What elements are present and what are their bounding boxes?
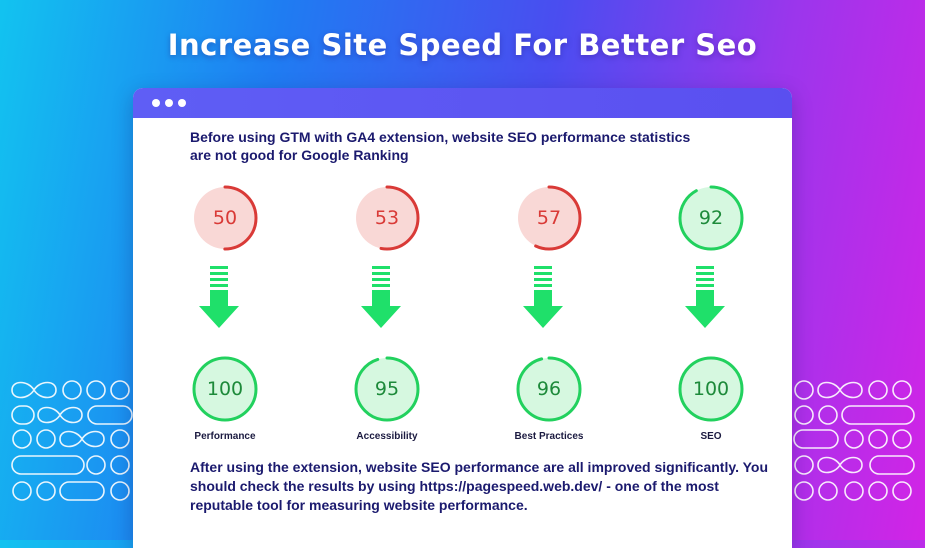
headline: Increase Site Speed For Better Seo — [167, 28, 758, 62]
after-score-value: 100 — [206, 378, 244, 400]
metric-label: Accessibility — [356, 431, 418, 442]
metric-label: Best Practices — [514, 431, 584, 442]
down-arrow-icon — [523, 266, 563, 328]
after-score-value: 100 — [692, 378, 730, 400]
browser-window: Before using GTM with GA4 extension, web… — [133, 88, 792, 548]
before-score-value: 53 — [374, 207, 400, 229]
after-score-value: 95 — [374, 378, 400, 400]
metric-label: Performance — [194, 431, 256, 442]
down-arrow-icon — [199, 266, 239, 328]
intro-text: Before using GTM with GA4 extension, web… — [190, 129, 691, 163]
after-score-value: 96 — [536, 378, 562, 400]
window-dots-icon — [152, 99, 160, 107]
after-score-gauge: 95 — [353, 355, 421, 423]
infinity-pattern-icon — [793, 380, 915, 501]
down-arrow-icon — [685, 266, 725, 328]
before-score-gauge: 53 — [353, 184, 421, 252]
metric-label: SEO — [700, 431, 722, 442]
before-score-value: 50 — [212, 207, 238, 229]
metric-column-accessibility: 53 95 Accessibility — [347, 184, 427, 442]
metric-column-performance: 50 100 Performance — [185, 184, 265, 442]
after-score-gauge: 100 — [677, 355, 745, 423]
before-score-gauge: 57 — [515, 184, 583, 252]
infinity-pattern-icon — [11, 380, 133, 501]
before-score-value: 92 — [698, 207, 724, 229]
before-score-value: 57 — [536, 207, 562, 229]
after-score-gauge: 100 — [191, 355, 259, 423]
metric-column-best-practices: 57 96 Best Practices — [509, 184, 589, 442]
before-score-gauge: 92 — [677, 184, 745, 252]
metric-column-seo: 92 100 SEO — [671, 184, 751, 442]
down-arrow-icon — [361, 266, 401, 328]
before-score-gauge: 50 — [191, 184, 259, 252]
outro-text: After using the extension, website SEO p… — [190, 459, 769, 513]
window-titlebar — [133, 88, 792, 118]
window-dots-icon — [178, 99, 186, 107]
window-dots-icon — [165, 99, 173, 107]
after-score-gauge: 96 — [515, 355, 583, 423]
